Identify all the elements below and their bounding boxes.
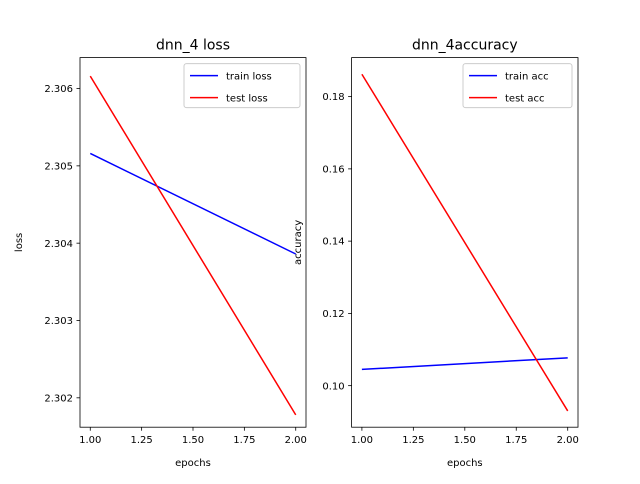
legend: train acc test acc [462, 63, 573, 109]
x-tick-label: 1.00 [351, 435, 373, 446]
x-tick-label: 1.50 [454, 435, 476, 446]
subplot-0: dnn_4 loss 1.00 1.25 1.50 1.75 2.00 2.302 2.303… [14, 38, 307, 470]
x-tick-label: 1.25 [402, 435, 424, 446]
y-tick-label: 0.18 [322, 92, 344, 103]
x-tick-label: 1.50 [182, 435, 204, 446]
y-tick-label: 2.306 [44, 84, 73, 95]
y-tick-label: 0.14 [322, 237, 344, 248]
y-tick-label: 0.16 [322, 164, 344, 175]
legend-label-1: test acc [505, 94, 545, 105]
subplot-1: dnn_4accuracy 1.00 1.25 1.50 1.75 2.00 0.10 0.1… [293, 38, 579, 470]
y-tick-label: 2.305 [44, 161, 73, 172]
x-axis-label: epochs [447, 458, 483, 469]
y-axis-label: loss [14, 233, 25, 252]
y-tick-label: 2.302 [44, 393, 73, 404]
x-tick-label: 1.75 [505, 435, 527, 446]
legend-label-1: test loss [226, 94, 268, 105]
x-tick-label: 2.00 [285, 435, 307, 446]
legend-box [462, 63, 573, 109]
x-tick-label: 1.75 [233, 435, 255, 446]
legend-label-0: train loss [226, 72, 272, 83]
y-axis-label: accuracy [293, 220, 304, 265]
x-axis-label: epochs [175, 458, 211, 469]
series-line-0 [89, 152, 297, 255]
y-tick-label: 0.10 [322, 381, 344, 392]
series-line-1 [89, 75, 297, 416]
y-tick-label: 0.12 [322, 309, 344, 320]
chart-title: dnn_4 loss [156, 38, 230, 54]
legend-box [183, 63, 301, 109]
legend: train loss test loss [183, 63, 301, 109]
series-line-0 [361, 357, 568, 371]
x-tick-label: 1.00 [79, 435, 101, 446]
series-line-1 [361, 73, 569, 412]
y-tick-label: 2.304 [44, 239, 73, 250]
x-tick-label: 1.25 [131, 435, 153, 446]
y-tick-label: 2.303 [44, 316, 73, 327]
chart-title: dnn_4accuracy [412, 38, 518, 54]
legend-label-0: train acc [505, 72, 549, 83]
x-tick-label: 2.00 [557, 435, 579, 446]
